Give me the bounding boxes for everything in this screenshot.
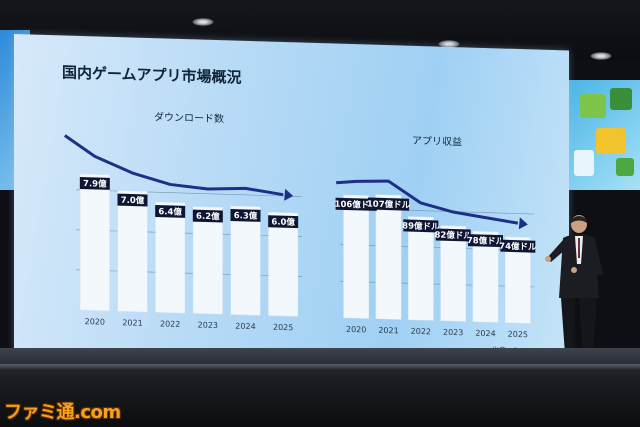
game-art-block [610, 88, 632, 110]
revenue-chart: アプリ収益 106億ドル 107億ドル 89億ドル 82億ドル 78億ドル 74億ドル 202… [335, 128, 540, 346]
watermark-logo: ファミ通.com [4, 402, 121, 423]
bar [230, 205, 261, 316]
data-label: 7.0億 [121, 195, 145, 207]
data-label: 6.3億 [234, 210, 258, 222]
x-tick-label: 2022 [411, 327, 431, 337]
trend-arrowhead [284, 188, 294, 201]
ceiling-light [590, 52, 612, 60]
bar [117, 190, 148, 313]
bar [407, 216, 434, 321]
data-label-bg [468, 234, 503, 248]
game-art-block [596, 128, 626, 154]
data-label: 89億ドル [402, 220, 440, 232]
data-label: 78億ドル [467, 235, 505, 247]
data-label: 106億ドル [335, 199, 379, 211]
grid-line [76, 189, 302, 197]
ceiling-light [438, 40, 460, 48]
grid-line [76, 269, 302, 277]
bar [343, 194, 370, 319]
bar [155, 201, 186, 314]
downloads-chart-svg: ダウンロード数 7.9億 7.0億 6.4億 6.2億 6.3億 6.0億 2020 2021 2… [64, 110, 302, 333]
x-tick-label: 2020 [346, 325, 366, 335]
data-label-bg [117, 193, 148, 207]
data-label: 7.9億 [83, 178, 107, 190]
x-tick-label: 2023 [443, 328, 463, 338]
trend-line [64, 134, 284, 197]
data-label-bg [367, 197, 410, 211]
data-label-bg [79, 176, 110, 190]
x-tick-label: 2021 [122, 318, 142, 328]
presentation-screen: 国内ゲームアプリ市場概況 ダウンロード数 7.9億 7.0億 6.4億 6.2億 6.3億… [14, 34, 569, 369]
data-label-bg [335, 197, 377, 211]
downloads-chart: ダウンロード数 7.9億 7.0億 6.4億 6.2億 6.3億 6.0億 2020 2021 2… [64, 104, 308, 339]
game-art-block [580, 94, 606, 118]
data-label: 82億ドル [434, 229, 472, 241]
x-tick-label: 2021 [378, 326, 398, 336]
bar [472, 230, 499, 323]
x-tick-label: 2025 [508, 330, 528, 340]
grid-line [76, 229, 302, 237]
x-tick-label: 2024 [235, 322, 255, 332]
chart-title: ダウンロード数 [154, 110, 224, 125]
stage-edge [0, 364, 640, 370]
game-art-block [616, 158, 634, 176]
data-label-bg [500, 239, 536, 253]
bar [268, 212, 299, 317]
x-tick-label: 2024 [475, 329, 495, 339]
x-tick-label: 2020 [85, 317, 105, 327]
grid-line [340, 280, 534, 288]
bar [375, 194, 402, 320]
slide-title: 国内ゲームアプリ市場概況 [62, 63, 242, 87]
bar [504, 236, 531, 324]
data-label-bg [155, 205, 186, 218]
x-tick-label: 2023 [198, 320, 218, 330]
data-label: 6.4億 [158, 206, 182, 218]
data-label-bg [403, 219, 439, 233]
bar [440, 225, 467, 322]
trend-line [336, 179, 519, 225]
x-tick-label: 2025 [273, 323, 293, 333]
trend-arrowhead [518, 217, 528, 230]
stage-floor [0, 348, 640, 427]
data-label: 6.0億 [271, 216, 295, 228]
bar [79, 173, 110, 312]
data-label: 107億ドル [367, 198, 411, 210]
data-label: 6.2億 [196, 211, 220, 223]
chart-title: アプリ収益 [412, 134, 462, 148]
bar [192, 206, 223, 315]
data-label-bg [192, 209, 223, 223]
side-screen-right [566, 80, 640, 190]
data-label-bg [268, 215, 299, 229]
game-art-block [574, 150, 594, 176]
data-label: 74億ドル [499, 241, 537, 253]
data-label-bg [435, 228, 471, 242]
x-tick-label: 2022 [160, 319, 180, 329]
presenter [545, 215, 603, 359]
ceiling-light [192, 18, 214, 26]
data-label-bg [230, 208, 261, 222]
